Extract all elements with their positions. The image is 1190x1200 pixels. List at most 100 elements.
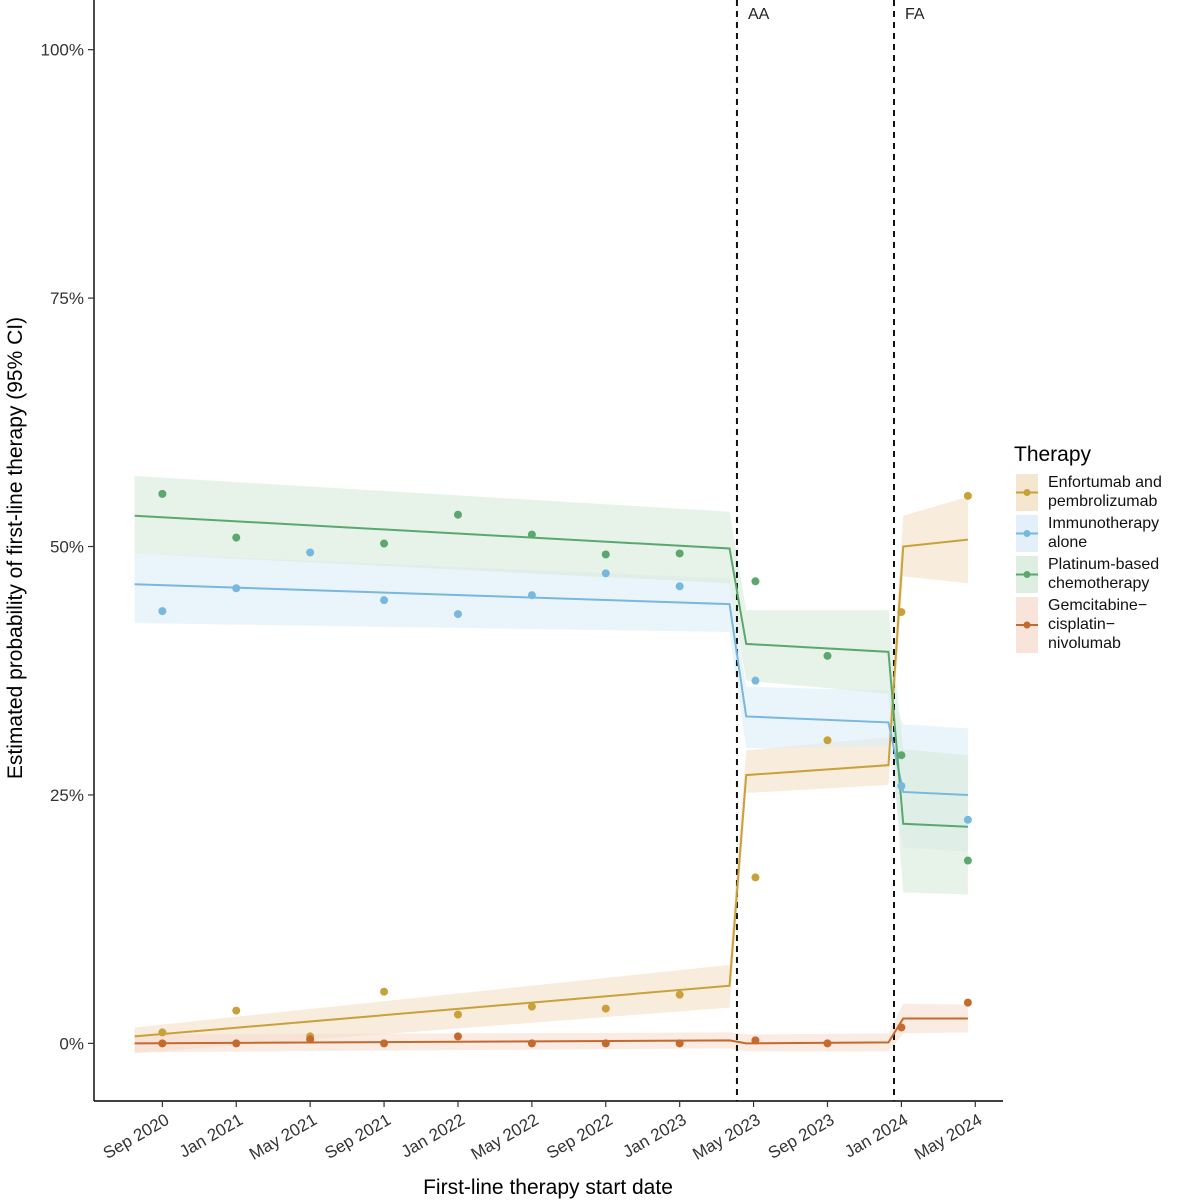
legend-label-gemcitabine-cisplatin-nivolumab: nivolumab [1048,635,1121,652]
point-gemcitabine-cisplatin-nivolumab [751,1036,760,1045]
fit-line-platinum-based-chemotherapy [134,514,968,828]
x-tick-label: Jan 2023 [620,1110,690,1161]
point-enfortumab-and-pembrolizumab [897,608,906,617]
fit-line-enfortumab-and-pembrolizumab [134,538,969,1038]
point-platinum-based-chemotherapy [601,550,610,559]
y-tick-label: 0% [59,1034,84,1053]
point-enfortumab-and-pembrolizumab [380,987,389,996]
point-gemcitabine-cisplatin-nivolumab [897,1023,906,1032]
point-immunotherapy-alone [601,569,610,578]
point-gemcitabine-cisplatin-nivolumab [453,1032,462,1041]
ci-band-gemcitabine-cisplatin-nivolumab [134,1003,968,1053]
point-enfortumab-and-pembrolizumab [527,1002,536,1011]
vline-label-fa: FA [905,6,925,23]
y-axis-title: Estimated probability of first-line ther… [4,317,27,779]
x-tick-label: May 2024 [911,1110,985,1164]
legend-label-platinum-based-chemotherapy: Platinum-based [1048,556,1159,573]
point-gemcitabine-cisplatin-nivolumab [963,998,972,1007]
legend-label-gemcitabine-cisplatin-nivolumab: Gemcitabine− [1048,597,1147,614]
legend-key-enfortumab-and-pembrolizumab [1016,474,1038,511]
fit-line-immunotherapy-alone [134,583,968,796]
legend-key-dot [1023,571,1031,578]
point-platinum-based-chemotherapy [232,533,241,542]
point-gemcitabine-cisplatin-nivolumab [675,1039,684,1048]
point-platinum-based-chemotherapy [675,549,684,558]
x-tick-label: May 2022 [468,1110,542,1164]
legend-label-enfortumab-and-pembrolizumab: Enfortumab and [1048,474,1162,491]
point-platinum-based-chemotherapy [453,510,462,519]
x-tick-label: Sep 2022 [543,1110,616,1163]
legend-key-dot [1023,489,1031,496]
point-enfortumab-and-pembrolizumab [751,873,760,882]
vline-label-aa: AA [748,6,770,23]
point-immunotherapy-alone [380,596,389,605]
legend-label-enfortumab-and-pembrolizumab: pembrolizumab [1048,493,1157,510]
point-gemcitabine-cisplatin-nivolumab [527,1039,536,1048]
point-platinum-based-chemotherapy [963,856,972,865]
point-immunotherapy-alone [675,582,684,591]
x-tick-label: May 2021 [246,1110,320,1164]
y-tick-label: 75% [50,289,84,308]
point-platinum-based-chemotherapy [380,539,389,548]
x-axis-title: First-line therapy start date [423,1176,673,1199]
point-platinum-based-chemotherapy [158,489,167,498]
point-gemcitabine-cisplatin-nivolumab [306,1035,315,1044]
fit-lines [134,514,969,1045]
point-enfortumab-and-pembrolizumab [963,491,972,500]
point-immunotherapy-alone [453,610,462,619]
legend-key-dot [1023,621,1031,629]
ci-band-platinum-based-chemotherapy [134,475,968,895]
point-platinum-based-chemotherapy [823,651,832,660]
x-tick-label: Jan 2021 [176,1110,246,1161]
ci-band-immunotherapy-alone [134,553,968,852]
legend-key-platinum-based-chemotherapy [1016,556,1038,593]
x-tick-label: Sep 2020 [100,1110,173,1163]
reference-lines: AA FA [735,0,925,1101]
y-tick-label: 100% [41,41,84,60]
point-enfortumab-and-pembrolizumab [601,1004,610,1013]
point-platinum-based-chemotherapy [751,577,760,586]
x-tick-label: Sep 2023 [765,1110,838,1163]
legend-label-immunotherapy-alone: alone [1048,534,1087,551]
y-tick-label: 50% [50,538,84,557]
point-immunotherapy-alone [751,676,760,685]
confidence-bands [134,475,968,1054]
x-tick-label: May 2023 [689,1110,763,1164]
point-immunotherapy-alone [306,548,315,557]
point-enfortumab-and-pembrolizumab [453,1010,462,1019]
point-enfortumab-and-pembrolizumab [675,990,684,999]
point-platinum-based-chemotherapy [527,530,536,539]
x-tick-label: Jan 2024 [841,1110,911,1161]
point-gemcitabine-cisplatin-nivolumab [232,1039,241,1048]
point-enfortumab-and-pembrolizumab [823,736,832,745]
x-axis-ticks: Sep 2020 Jan 2021 May 2021 Sep 2021 Jan 2022… [100,1101,985,1164]
point-enfortumab-and-pembrolizumab [232,1006,241,1015]
point-gemcitabine-cisplatin-nivolumab [823,1039,832,1048]
y-axis-ticks: 0% 25% 50% 75% 100% [41,41,94,1053]
legend-title: Therapy [1014,443,1092,466]
point-immunotherapy-alone [232,584,241,593]
data-points [158,489,972,1048]
point-gemcitabine-cisplatin-nivolumab [601,1039,610,1048]
point-immunotherapy-alone [897,782,906,791]
legend-label-immunotherapy-alone: Immunotherapy [1048,515,1159,532]
y-tick-label: 25% [50,786,84,805]
legend-label-platinum-based-chemotherapy: chemotherapy [1048,575,1149,592]
point-immunotherapy-alone [963,815,972,824]
point-gemcitabine-cisplatin-nivolumab [158,1039,167,1048]
point-immunotherapy-alone [158,607,167,616]
x-tick-label: Sep 2021 [322,1110,395,1163]
ci-band-enfortumab-and-pembrolizumab [134,496,968,1054]
fit-line-gemcitabine-cisplatin-nivolumab [134,1017,968,1045]
legend-key-gemcitabine-cisplatin-nivolumab [1016,597,1038,653]
point-immunotherapy-alone [527,591,536,600]
point-platinum-based-chemotherapy [897,751,906,760]
legend-key-immunotherapy-alone [1016,515,1038,552]
point-gemcitabine-cisplatin-nivolumab [380,1039,389,1048]
point-enfortumab-and-pembrolizumab [158,1028,167,1037]
x-tick-label: Jan 2022 [398,1110,468,1161]
legend-key-dot [1023,530,1031,537]
legend-label-gemcitabine-cisplatin-nivolumab: cisplatin− [1048,616,1115,633]
legend: Therapy Enfortumab and pembrolizumab Immun… [1014,443,1162,653]
